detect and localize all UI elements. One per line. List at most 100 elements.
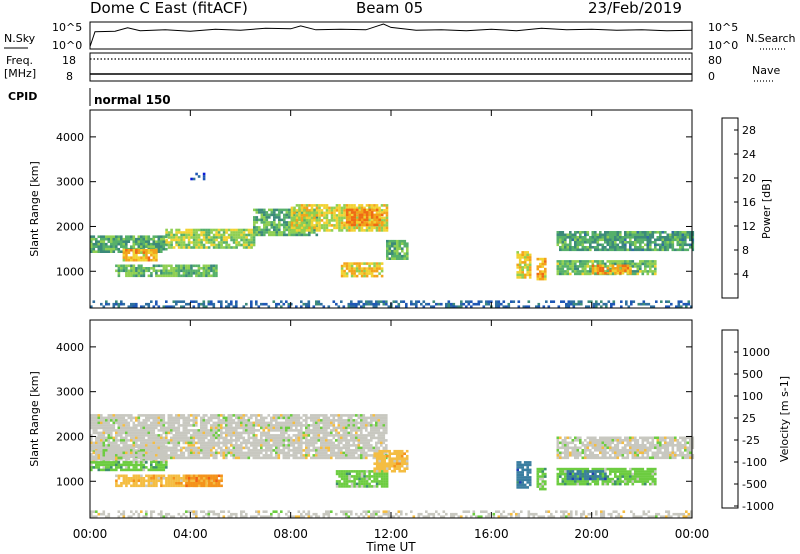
echo-cell (621, 243, 625, 247)
echo-cell (187, 272, 191, 275)
echo-cell (132, 466, 136, 469)
echo-cell (187, 456, 191, 460)
echo-cell (544, 277, 547, 281)
echo-cell (649, 262, 652, 266)
echo-cell (360, 429, 363, 432)
echo-cell (140, 429, 143, 432)
echo-cell (295, 211, 299, 214)
echo-cell (167, 274, 171, 278)
echo-cell (305, 214, 309, 217)
power-ylabel: Slant Range [km] (28, 161, 41, 257)
echo-cell (167, 419, 171, 422)
echo-cell (646, 236, 650, 239)
echo-cell (292, 424, 296, 427)
echo-cell (245, 426, 248, 430)
echo-cell (360, 223, 364, 227)
echo-cell (365, 456, 368, 460)
echo-cell (675, 305, 678, 308)
echo-cell (287, 426, 291, 430)
echo-cell (566, 260, 570, 263)
echo-cell (177, 241, 181, 244)
echo-cell (586, 262, 590, 266)
echo-cell (210, 436, 213, 440)
echo-cell (202, 302, 206, 306)
echo-cell (564, 265, 567, 268)
echo-cell (679, 248, 682, 252)
echo-cell (669, 241, 672, 244)
echo-cell (100, 242, 103, 246)
echo-cell (212, 444, 216, 447)
echo-cell (320, 456, 323, 460)
echo-cell (297, 439, 301, 442)
echo-cell (310, 419, 313, 422)
echo-cell (362, 436, 366, 440)
echo-cell (252, 441, 256, 445)
echo-cell (337, 449, 341, 452)
echo-cell (362, 449, 366, 452)
echo-cell (630, 302, 633, 306)
echo-cell (258, 218, 261, 222)
echo-cell (373, 209, 376, 212)
echo-cell (362, 414, 366, 417)
echo-cell (255, 300, 258, 303)
echo-cell (335, 302, 338, 306)
echo-cell (639, 260, 642, 263)
echo-cell (170, 416, 173, 420)
echo-cell (202, 456, 206, 460)
noise-ytick-right-top: 10^5 (708, 21, 738, 34)
echo-cell (135, 449, 138, 452)
echo-cell (140, 269, 143, 273)
echo-cell (674, 236, 677, 239)
echo-cell (90, 452, 93, 456)
echo-cell (629, 236, 632, 239)
echo-cell (162, 240, 166, 243)
echo-cell (644, 248, 647, 252)
echo-cell (300, 416, 303, 420)
echo-cell (152, 466, 156, 469)
echo-cell (332, 449, 336, 452)
echo-cell (370, 444, 373, 447)
echo-cell (370, 434, 373, 437)
echo-cell (380, 221, 384, 224)
echo-cell (594, 246, 597, 249)
echo-cell (406, 242, 409, 245)
echo-cell (363, 262, 366, 265)
echo-cell (641, 241, 645, 244)
echo-cell (102, 419, 106, 422)
echo-cell (273, 228, 276, 232)
echo-cell (167, 272, 171, 275)
echo-cell (167, 231, 171, 234)
cpid-value: normal 150 (94, 93, 171, 107)
echo-cell (180, 269, 183, 273)
echo-cell (225, 434, 228, 437)
echo-cell (225, 231, 228, 234)
echo-cell (125, 264, 128, 268)
echo-cell (310, 441, 313, 445)
echo-cell (327, 421, 331, 425)
echo-cell (671, 233, 675, 237)
echo-cell (160, 250, 163, 253)
echo-cell (580, 300, 583, 303)
echo-cell (265, 218, 269, 222)
echo-cell (315, 214, 319, 217)
echo-cell (232, 421, 236, 425)
echo-cell (335, 209, 339, 212)
echo-cell (200, 419, 203, 422)
echo-cell (242, 429, 246, 432)
echo-cell (576, 236, 580, 239)
echo-cell (352, 419, 356, 422)
echo-cell (160, 456, 163, 460)
echo-cell (187, 431, 191, 435)
echo-cell (541, 272, 545, 276)
echo-cell (147, 235, 151, 238)
echo-cell (192, 439, 196, 442)
echo-cell (132, 449, 136, 452)
echo-cell (333, 209, 336, 212)
echo-cell (586, 238, 590, 242)
echo-cell (345, 274, 349, 278)
echo-cell (677, 302, 681, 306)
echo-cell (260, 421, 263, 425)
echo-cell (397, 302, 401, 306)
echo-cell (267, 449, 271, 452)
echo-cell (490, 300, 493, 303)
